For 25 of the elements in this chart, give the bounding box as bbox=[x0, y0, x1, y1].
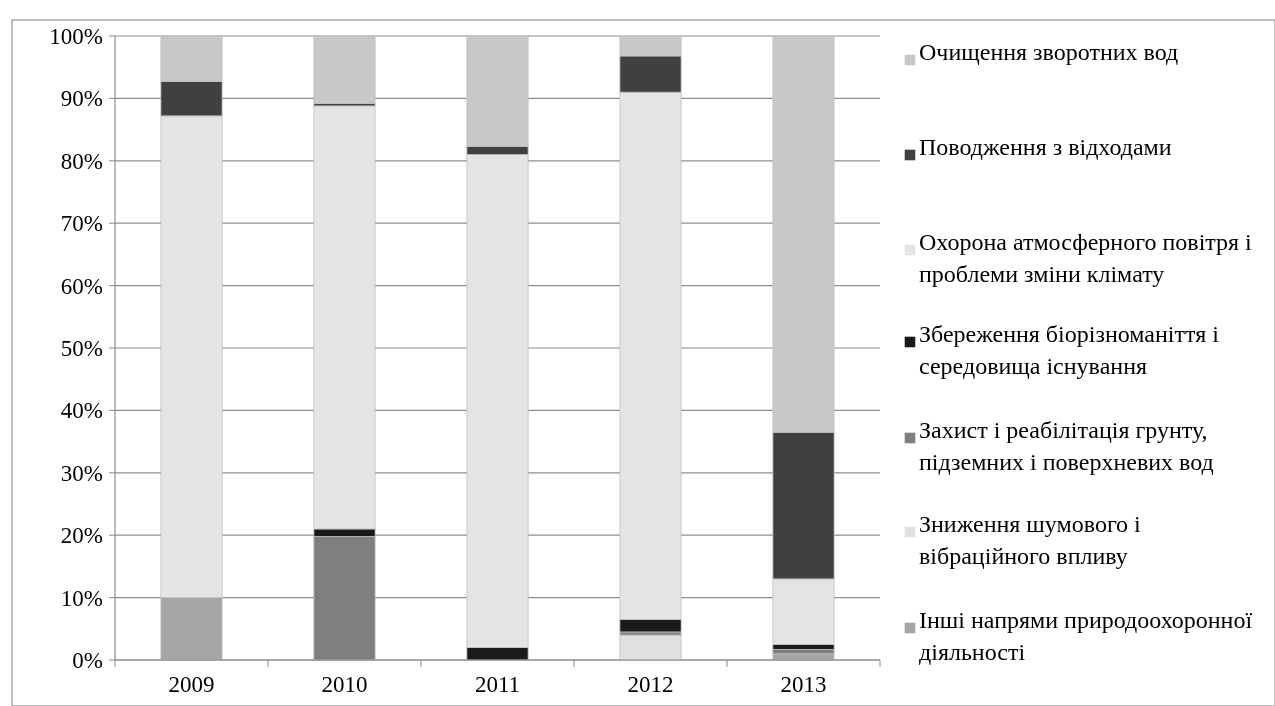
y-tick-label: 30% bbox=[60, 460, 103, 486]
legend-label: Захист і реабілітація грунту, підземних і поверхневих вод bbox=[919, 417, 1214, 476]
y-tick-label: 70% bbox=[60, 211, 103, 237]
legend-label: Інші напрями природоохоронної діяльності bbox=[919, 607, 1253, 666]
y-tick-label: 50% bbox=[60, 336, 103, 362]
y-tick-label: 90% bbox=[60, 86, 103, 112]
y-tick-label: 20% bbox=[60, 523, 103, 549]
legend-label: Збереження біорізноманіття і середовища існування bbox=[919, 321, 1220, 380]
legend-label: Поводження з відходами bbox=[919, 134, 1172, 160]
x-tick-label: 2011 bbox=[474, 672, 521, 697]
x-tick-label: 2009 bbox=[168, 672, 215, 697]
y-tick-label: 40% bbox=[60, 398, 103, 424]
y-tick-label: 60% bbox=[60, 273, 103, 299]
y-tick-label: 0% bbox=[72, 648, 103, 674]
legend-label: Очищення зворотних вод bbox=[919, 39, 1179, 65]
legend-label: Охорона атмосферного повітря і проблеми зміни клімату bbox=[919, 229, 1253, 288]
x-tick-label: 2013 bbox=[780, 672, 827, 697]
y-tick-label: 80% bbox=[60, 148, 103, 174]
y-tick-label: 10% bbox=[60, 585, 103, 611]
legend-label: Зниження шумового і вібраційного впливу bbox=[919, 511, 1142, 570]
x-tick-label: 2010 bbox=[321, 672, 368, 697]
x-tick-label: 2012 bbox=[627, 672, 674, 697]
y-tick-label: 100% bbox=[49, 24, 103, 50]
bar bbox=[619, 634, 682, 661]
bar bbox=[313, 35, 376, 104]
